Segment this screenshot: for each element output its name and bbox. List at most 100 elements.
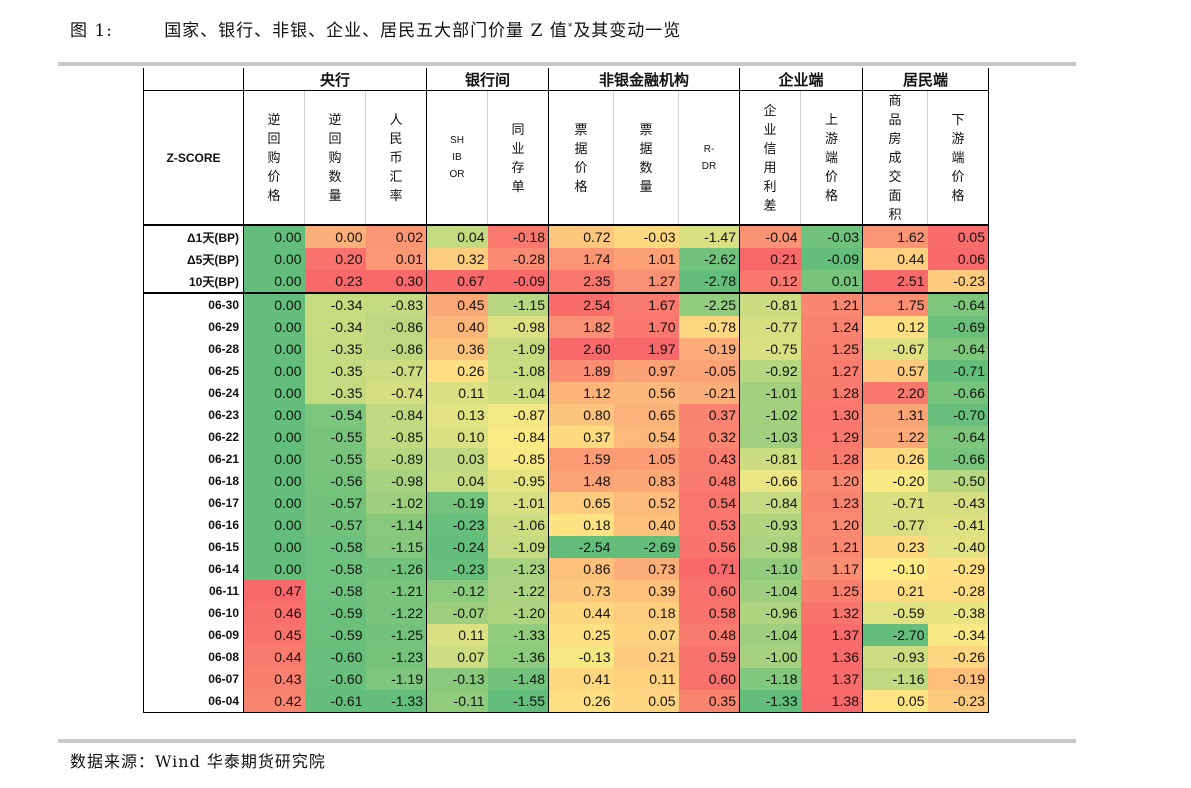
table-cell: 0.83 — [613, 470, 679, 492]
table-cell: 0.80 — [548, 404, 614, 426]
table-cell: 1.21 — [800, 293, 863, 316]
table-cell: -0.34 — [927, 624, 989, 646]
column-header: 票据价格 — [548, 90, 614, 226]
table-cell: 0.71 — [678, 558, 740, 580]
table-cell: 0.00 — [243, 293, 305, 316]
table-cell: 0.02 — [365, 225, 427, 248]
table-cell: -0.98 — [739, 536, 801, 558]
table-row: Δ5天(BP) 0.00 0.20 0.01 0.32 -0.28 1.74 1.01 -2.6… — [143, 248, 989, 270]
table-cell: 0.00 — [243, 316, 305, 338]
row-label: 06-17 — [143, 492, 244, 514]
table-cell: -0.03 — [800, 225, 863, 248]
table-cell: -1.09 — [487, 536, 549, 558]
table-cell: -1.33 — [739, 690, 801, 713]
table-cell: -2.78 — [678, 270, 740, 294]
table-cell: -0.98 — [487, 316, 549, 338]
table-cell: -0.85 — [487, 448, 549, 470]
table-cell: 1.32 — [800, 602, 863, 624]
table-cell: 0.65 — [613, 404, 679, 426]
table-cell: 1.23 — [800, 492, 863, 514]
table-cell: -0.61 — [304, 690, 366, 713]
table-cell: 1.20 — [800, 514, 863, 536]
table-cell: -1.00 — [739, 646, 801, 668]
table-cell: -0.59 — [304, 602, 366, 624]
column-header-label: 同业存单 — [511, 121, 525, 194]
figure-title-footnote-mark: * — [567, 22, 574, 33]
group-header-row: 央行 银行间 非银金融机构 企业端 居民端 — [143, 68, 989, 91]
table-row: 10天(BP) 0.00 0.23 0.30 0.67 -0.09 2.35 1.27 -2.7… — [143, 270, 989, 294]
table-row: 06-29 0.00 -0.34 -0.86 0.40 -0.98 1.82 1.70 -0.7… — [143, 316, 989, 338]
table-cell: 0.48 — [678, 470, 740, 492]
column-header: 逆回购数量 — [304, 90, 366, 226]
table-cell: 1.36 — [800, 646, 863, 668]
table-cell: 0.03 — [426, 448, 488, 470]
table-cell: -0.04 — [739, 225, 801, 248]
table-cell: 0.60 — [678, 668, 740, 690]
table-cell: 1.31 — [862, 404, 928, 426]
table-cell: 1.01 — [613, 248, 679, 270]
table-cell: -0.67 — [862, 338, 928, 360]
table-cell: -0.92 — [739, 360, 801, 382]
column-header-label: 下游端价格 — [951, 112, 965, 203]
table-cell: -1.04 — [739, 624, 801, 646]
table-cell: -0.05 — [678, 360, 740, 382]
table-cell: -0.71 — [862, 492, 928, 514]
group-header: 居民端 — [862, 68, 989, 91]
column-header-label: 票据数量 — [639, 121, 653, 194]
table-cell: -0.89 — [365, 448, 427, 470]
table-cell: -1.23 — [487, 558, 549, 580]
table-cell: -0.54 — [304, 404, 366, 426]
table-cell: -0.58 — [304, 536, 366, 558]
table-cell: -0.96 — [739, 602, 801, 624]
row-label: 06-15 — [143, 536, 244, 558]
table-cell: -0.40 — [927, 536, 989, 558]
table-cell: -1.26 — [365, 558, 427, 580]
table-cell: 1.05 — [613, 448, 679, 470]
table-cell: 0.42 — [243, 690, 305, 713]
table-cell: 1.20 — [800, 470, 863, 492]
table-cell: -0.34 — [304, 316, 366, 338]
table-cell: -1.22 — [487, 580, 549, 602]
table-cell: -0.66 — [927, 448, 989, 470]
table-cell: -0.87 — [487, 404, 549, 426]
table-row: 06-18 0.00 -0.56 -0.98 0.04 -0.95 1.48 0.83 0.48… — [143, 470, 989, 492]
table-cell: -0.09 — [487, 270, 549, 294]
table-cell: -0.98 — [365, 470, 427, 492]
table-cell: 0.47 — [243, 580, 305, 602]
row-label: 06-07 — [143, 668, 244, 690]
table-cell: 1.17 — [800, 558, 863, 580]
table-cell: -0.84 — [365, 404, 427, 426]
table-cell: -2.70 — [862, 624, 928, 646]
table-cell: -0.10 — [862, 558, 928, 580]
table-cell: -0.23 — [426, 514, 488, 536]
column-header: R-DR — [678, 90, 740, 226]
table-cell: -0.13 — [548, 646, 614, 668]
table-cell: 0.20 — [304, 248, 366, 270]
corner-blank — [143, 68, 244, 91]
table-cell: -0.64 — [927, 426, 989, 448]
table-cell: -2.25 — [678, 293, 740, 316]
table-cell: 2.54 — [548, 293, 614, 316]
table-cell: -1.14 — [365, 514, 427, 536]
table-cell: -0.29 — [927, 558, 989, 580]
figure-label: 图 1: — [70, 21, 113, 41]
table-cell: 0.37 — [678, 404, 740, 426]
column-header-label: 上游端价格 — [824, 112, 838, 203]
table-cell: 0.97 — [613, 360, 679, 382]
table-cell: 0.67 — [426, 270, 488, 294]
table-cell: 0.43 — [678, 448, 740, 470]
table-cell: -0.35 — [304, 338, 366, 360]
table-cell: 2.60 — [548, 338, 614, 360]
column-header: SHIBOR — [426, 90, 488, 226]
group-header: 企业端 — [739, 68, 863, 91]
table-cell: 2.35 — [548, 270, 614, 294]
table-cell: -0.64 — [927, 338, 989, 360]
table-cell: 1.97 — [613, 338, 679, 360]
table-cell: 0.11 — [613, 668, 679, 690]
table-row: Δ1天(BP) 0.00 0.00 0.02 0.04 -0.18 0.72 -0.03 -1.… — [143, 225, 989, 248]
table-cell: 2.20 — [862, 382, 928, 404]
table-cell: 0.18 — [613, 602, 679, 624]
table-cell: -1.16 — [862, 668, 928, 690]
table-cell: -0.23 — [927, 690, 989, 713]
table-cell: -0.66 — [927, 382, 989, 404]
